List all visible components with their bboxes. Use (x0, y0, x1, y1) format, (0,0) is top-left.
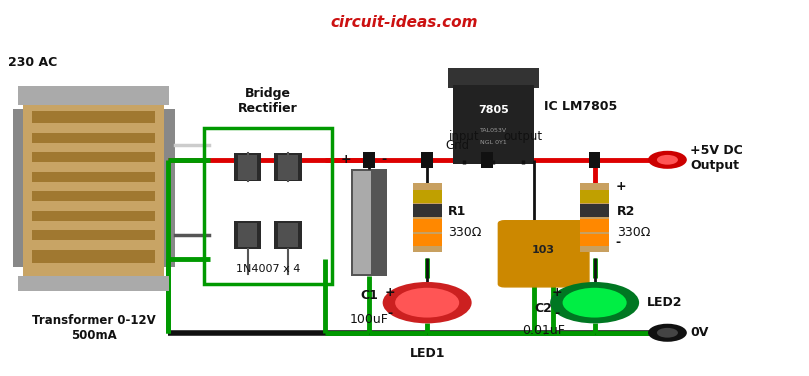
Text: Gnd: Gnd (445, 139, 469, 152)
Bar (353, 171, 371, 274)
Text: 0.01uF: 0.01uF (523, 324, 565, 337)
Bar (413, 190, 442, 203)
Text: +5V DC
Output: +5V DC Output (690, 144, 743, 172)
Text: 330Ω: 330Ω (448, 226, 481, 239)
Circle shape (648, 324, 687, 342)
Text: LED1: LED1 (409, 347, 445, 360)
Text: -: - (381, 153, 386, 166)
Bar (580, 183, 609, 252)
Bar (164, 109, 175, 267)
Text: +: + (384, 286, 396, 299)
Circle shape (550, 282, 639, 323)
Bar (204, 128, 332, 284)
Text: TAL053V: TAL053V (480, 128, 507, 133)
Text: C2: C2 (535, 302, 553, 315)
Bar (32, 162, 155, 172)
Bar (421, 152, 433, 168)
Text: R2: R2 (617, 205, 636, 218)
Bar (662, 325, 673, 341)
Text: R1: R1 (448, 205, 467, 218)
Bar (238, 223, 257, 247)
Bar (32, 143, 155, 152)
Bar (453, 85, 534, 164)
Bar (32, 111, 155, 263)
Text: C1: C1 (360, 289, 378, 302)
Text: 103: 103 (532, 245, 555, 255)
Text: +: + (552, 286, 563, 299)
Bar (351, 169, 387, 276)
Bar (18, 86, 169, 105)
Bar (481, 152, 493, 168)
Text: Transformer 0-12V
500mA: Transformer 0-12V 500mA (32, 314, 155, 342)
Bar (448, 68, 539, 88)
Bar (32, 201, 155, 211)
Bar (278, 223, 298, 247)
Text: -: - (616, 236, 621, 249)
Text: -: - (555, 306, 560, 320)
Text: +: + (341, 153, 352, 166)
Text: IC LM7805: IC LM7805 (544, 100, 617, 113)
Bar (32, 182, 155, 191)
Bar (32, 221, 155, 230)
Text: -: - (388, 306, 392, 320)
Bar (589, 152, 600, 168)
Text: circuit-ideas.com: circuit-ideas.com (331, 15, 478, 30)
Text: 330Ω: 330Ω (617, 226, 650, 239)
Bar (413, 233, 442, 246)
Text: LED2: LED2 (647, 296, 683, 309)
Bar (413, 205, 442, 217)
Bar (274, 153, 302, 181)
Text: NGL 0Y1: NGL 0Y1 (480, 140, 507, 145)
Bar (662, 152, 673, 168)
Text: 7805: 7805 (478, 105, 509, 115)
Text: 230 AC: 230 AC (8, 56, 57, 68)
Circle shape (657, 155, 678, 165)
Text: 0V: 0V (690, 326, 709, 339)
Bar (413, 219, 442, 232)
Bar (274, 221, 302, 249)
Circle shape (648, 151, 687, 169)
Bar (413, 183, 442, 252)
Circle shape (383, 282, 472, 323)
Bar (363, 152, 375, 168)
Bar (18, 276, 169, 291)
Text: output: output (503, 130, 542, 143)
Text: 1N4007 x 4: 1N4007 x 4 (235, 264, 300, 274)
Circle shape (562, 288, 627, 318)
Bar (580, 190, 609, 203)
Bar (32, 123, 155, 133)
Circle shape (657, 328, 678, 338)
Bar (13, 109, 23, 267)
Bar (238, 155, 257, 179)
Text: input: input (449, 130, 480, 143)
Bar (32, 240, 155, 250)
Bar (23, 90, 164, 286)
Text: Bridge
Rectifier: Bridge Rectifier (238, 87, 298, 115)
Bar (580, 205, 609, 217)
Text: 100uF: 100uF (349, 313, 388, 326)
FancyBboxPatch shape (498, 221, 589, 287)
Bar (580, 233, 609, 246)
Bar (580, 219, 609, 232)
Circle shape (395, 288, 460, 318)
Bar (234, 221, 261, 249)
Bar (278, 155, 298, 179)
Bar (234, 153, 261, 181)
Text: +: + (616, 180, 626, 193)
